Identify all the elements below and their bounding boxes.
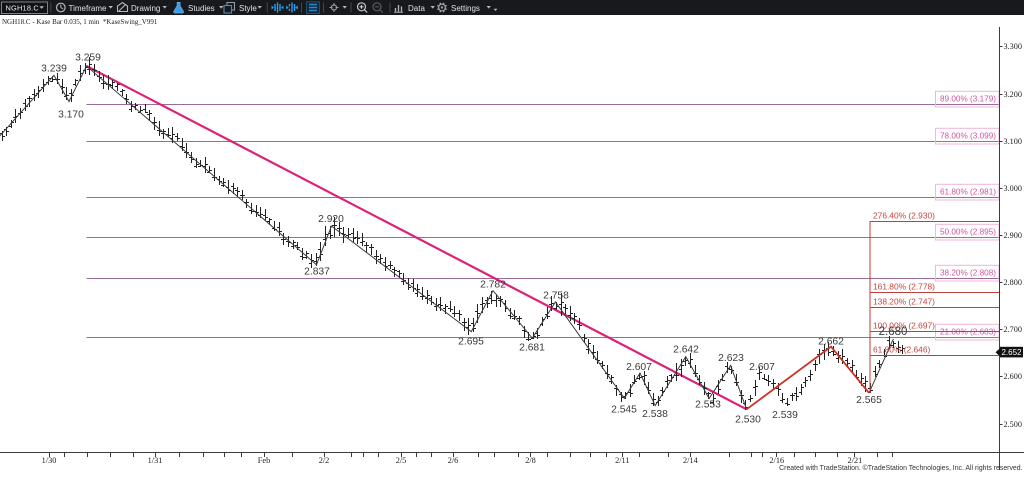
svg-text:78.00% (3.099): 78.00% (3.099) [940, 132, 996, 141]
svg-text:2.800: 2.800 [1004, 278, 1022, 287]
svg-text:2.500: 2.500 [1004, 420, 1022, 429]
svg-text:138.20% (2.747): 138.20% (2.747) [873, 297, 935, 307]
svg-text:Feb: Feb [258, 456, 270, 465]
svg-text:3.100: 3.100 [1004, 137, 1022, 146]
svg-text:38.20% (2.808): 38.20% (2.808) [940, 269, 996, 278]
svg-text:2.623: 2.623 [718, 353, 744, 364]
svg-text:2/11: 2/11 [615, 456, 629, 465]
svg-text:2.837: 2.837 [304, 267, 330, 278]
svg-text:2/16: 2/16 [769, 456, 784, 465]
svg-text:2/5: 2/5 [396, 456, 407, 465]
svg-text:161.80% (2.778): 161.80% (2.778) [873, 282, 935, 292]
svg-text:3.300: 3.300 [1004, 42, 1022, 51]
svg-text:61.80% (2.646): 61.80% (2.646) [873, 345, 930, 355]
svg-text:3.000: 3.000 [1004, 184, 1022, 193]
svg-text:2.538: 2.538 [642, 409, 668, 420]
svg-text:2/21: 2/21 [848, 456, 863, 465]
svg-text:1/31: 1/31 [148, 456, 163, 465]
svg-text:2.700: 2.700 [1004, 325, 1022, 334]
svg-text:61.80% (2.981): 61.80% (2.981) [940, 188, 996, 197]
svg-text:2.565: 2.565 [856, 395, 882, 406]
svg-text:3.259: 3.259 [75, 53, 101, 64]
svg-text:2.642: 2.642 [673, 345, 699, 356]
svg-text:2/8: 2/8 [525, 456, 536, 465]
svg-text:2.695: 2.695 [458, 337, 484, 348]
svg-text:2.662: 2.662 [818, 337, 844, 348]
svg-text:2.607: 2.607 [749, 362, 775, 373]
svg-text:2.681: 2.681 [519, 343, 545, 354]
svg-text:3.200: 3.200 [1004, 90, 1022, 99]
svg-text:50.00% (2.895): 50.00% (2.895) [940, 228, 996, 237]
svg-text:2.539: 2.539 [772, 410, 798, 421]
svg-text:2/14: 2/14 [683, 456, 699, 465]
svg-text:Created with TradeStation. ©Tr: Created with TradeStation. ©TradeStation… [779, 464, 1022, 472]
svg-text:2.545: 2.545 [611, 405, 637, 416]
svg-text:3.170: 3.170 [58, 110, 84, 121]
svg-text:2.553: 2.553 [695, 400, 721, 411]
svg-text:2.680: 2.680 [879, 326, 908, 338]
svg-text:Style: Style [239, 4, 257, 13]
svg-text:100.00% (2.697): 100.00% (2.697) [873, 321, 935, 331]
svg-text:1/30: 1/30 [42, 456, 57, 465]
svg-text:NGH18.C: NGH18.C [6, 4, 40, 13]
svg-text:3.239: 3.239 [41, 64, 67, 75]
svg-text:2.652: 2.652 [1001, 348, 1022, 357]
svg-text:Data: Data [408, 4, 425, 13]
svg-text:89.00% (3.179): 89.00% (3.179) [940, 95, 996, 104]
svg-text:2.600: 2.600 [1004, 372, 1022, 381]
svg-text:2.530: 2.530 [735, 415, 761, 426]
svg-text:2.758: 2.758 [543, 291, 569, 302]
svg-text:Studies: Studies [188, 4, 215, 13]
svg-text:Settings: Settings [451, 4, 480, 13]
svg-text:Drawing: Drawing [131, 4, 160, 13]
svg-text:276.40% (2.930): 276.40% (2.930) [873, 211, 935, 221]
svg-text:2/2: 2/2 [319, 456, 330, 465]
svg-text:Timeframe: Timeframe [69, 4, 107, 13]
svg-text:2.782: 2.782 [480, 280, 506, 291]
svg-text:2.607: 2.607 [626, 362, 652, 373]
svg-text:2.920: 2.920 [318, 214, 344, 225]
svg-text:2.900: 2.900 [1004, 231, 1022, 240]
svg-text:2/6: 2/6 [448, 456, 459, 465]
